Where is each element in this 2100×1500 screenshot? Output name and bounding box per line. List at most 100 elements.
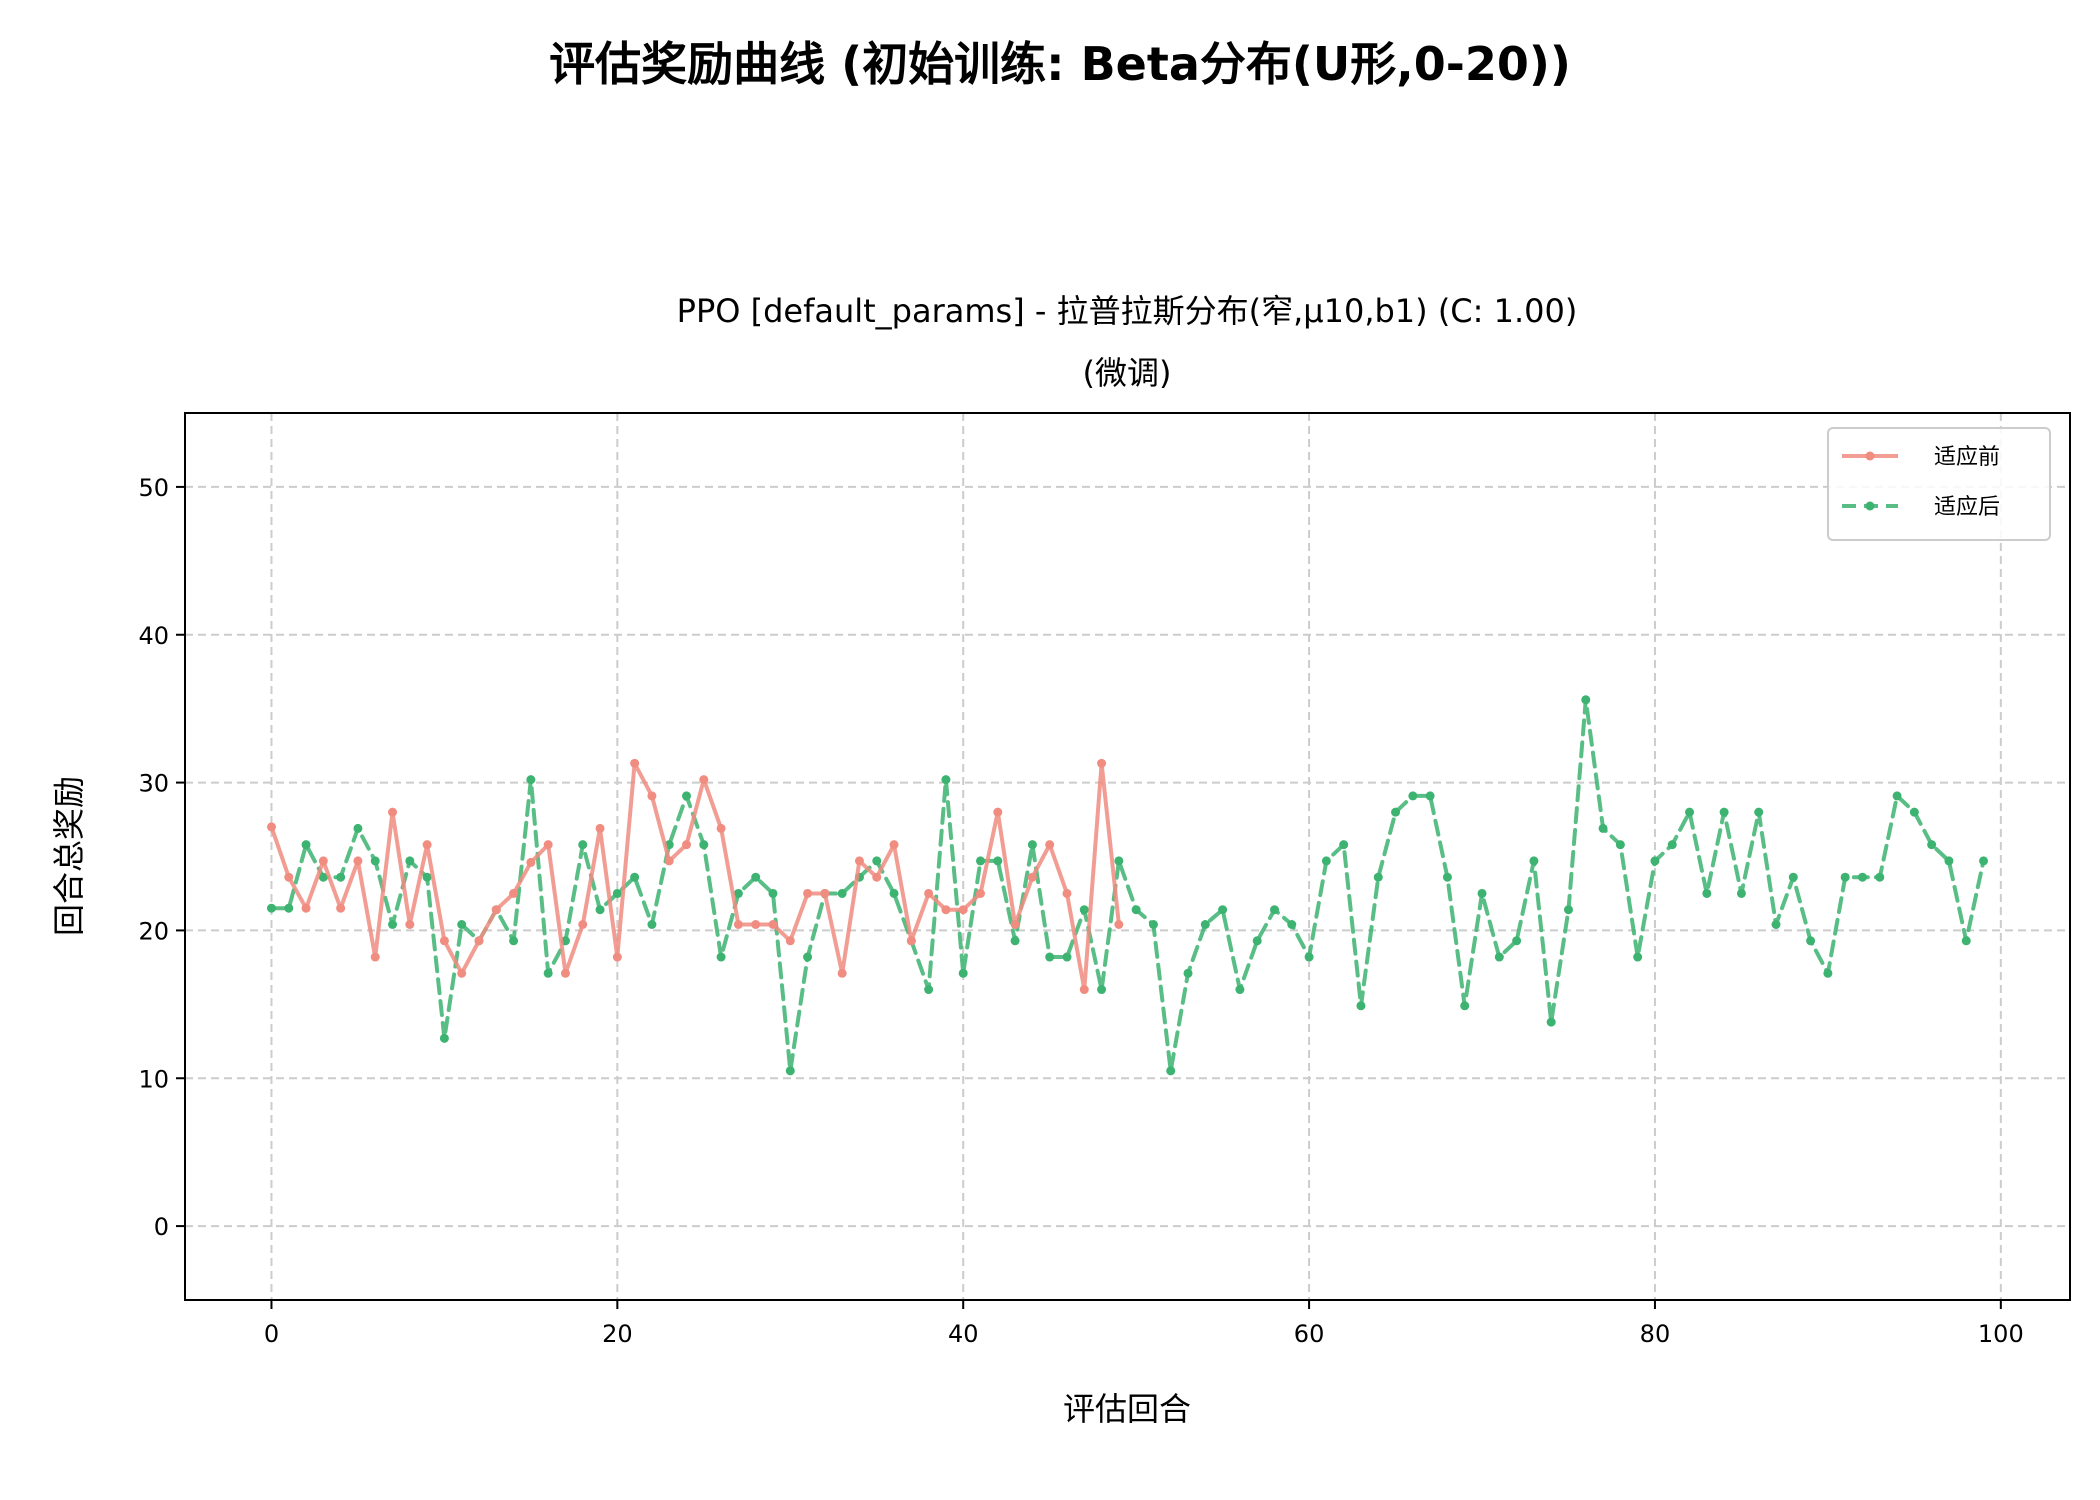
data-point (1823, 968, 1833, 978)
data-point (474, 936, 484, 946)
data-point (1200, 920, 1210, 930)
data-point (370, 856, 380, 866)
data-point (1218, 905, 1228, 915)
data-point (595, 905, 605, 915)
data-point (647, 791, 657, 801)
data-point (785, 936, 795, 946)
data-point (1754, 807, 1764, 817)
data-point (993, 856, 1003, 866)
data-point (1079, 985, 1089, 995)
legend-marker-0 (1865, 451, 1875, 461)
data-point (958, 968, 968, 978)
x-tick-label: 40 (948, 1320, 979, 1348)
data-point (664, 856, 674, 866)
data-point (1408, 791, 1418, 801)
data-point (872, 856, 882, 866)
data-point (1373, 872, 1383, 882)
data-point (785, 1066, 795, 1076)
data-point (630, 758, 640, 768)
data-point (768, 888, 778, 898)
data-point (993, 807, 1003, 817)
data-point (1045, 840, 1055, 850)
series-0 (266, 758, 1124, 995)
data-point (924, 985, 934, 995)
data-point (301, 840, 311, 850)
data-point (1892, 791, 1902, 801)
data-point (1529, 856, 1539, 866)
data-point (1875, 872, 1885, 882)
data-point (1771, 920, 1781, 930)
data-point (647, 920, 657, 930)
series-1 (266, 695, 1989, 1076)
data-point (751, 920, 761, 930)
data-point (682, 840, 692, 850)
data-point (405, 856, 415, 866)
data-point (1806, 936, 1816, 946)
data-point (1287, 920, 1297, 930)
data-point (733, 920, 743, 930)
plot-area (184, 412, 2071, 1301)
data-point (1944, 856, 1954, 866)
data-point (1442, 872, 1452, 882)
data-point (1685, 807, 1695, 817)
y-tick-label: 50 (138, 474, 169, 502)
y-axis-label: 回合总奖励 (50, 776, 88, 936)
data-point (1166, 1066, 1176, 1076)
data-point (1321, 856, 1331, 866)
data-point (439, 1033, 449, 1043)
series-line-1 (269, 697, 1986, 1073)
data-point (1131, 905, 1141, 915)
data-point (336, 872, 346, 882)
data-point (543, 840, 553, 850)
data-point (457, 968, 467, 978)
data-point (1961, 936, 1971, 946)
data-point (1235, 985, 1245, 995)
data-point (1252, 936, 1262, 946)
y-tick-label: 40 (138, 622, 169, 650)
y-tick-label: 30 (138, 770, 169, 798)
data-point (1148, 920, 1158, 930)
data-point (630, 872, 640, 882)
data-point (682, 791, 692, 801)
data-point (1425, 791, 1435, 801)
data-point (768, 920, 778, 930)
data-point (1494, 952, 1504, 962)
data-point (1546, 1017, 1556, 1027)
x-axis-ticks: 0 20 40 60 80 100 (264, 1300, 2024, 1348)
data-point (889, 888, 899, 898)
data-point (491, 905, 501, 915)
data-point (1927, 840, 1937, 850)
data-point (1269, 905, 1279, 915)
data-point (1667, 840, 1677, 850)
axes-title-line1: PPO [default_params] - 拉普拉斯分布(窄,μ10,b1) … (677, 292, 1578, 330)
data-point (543, 968, 553, 978)
data-point (284, 903, 294, 913)
data-point (1356, 1001, 1366, 1011)
data-point (1598, 823, 1608, 833)
data-point (266, 822, 276, 832)
data-point (803, 888, 813, 898)
data-point (301, 903, 311, 913)
data-point (509, 936, 519, 946)
data-point (422, 872, 432, 882)
data-point (976, 888, 986, 898)
data-point (716, 952, 726, 962)
data-point (388, 807, 398, 817)
data-point (1979, 856, 1989, 866)
data-point (318, 872, 328, 882)
data-point (1062, 888, 1072, 898)
series-layer (266, 695, 1989, 1076)
data-point (1097, 758, 1107, 768)
data-point (1010, 936, 1020, 946)
data-point (595, 823, 605, 833)
data-point (405, 920, 415, 930)
data-point (837, 888, 847, 898)
data-point (284, 872, 294, 882)
data-point (1581, 695, 1591, 705)
data-point (733, 888, 743, 898)
y-axis-ticks: 0 10 20 30 40 50 (138, 474, 185, 1241)
data-point (1719, 807, 1729, 817)
